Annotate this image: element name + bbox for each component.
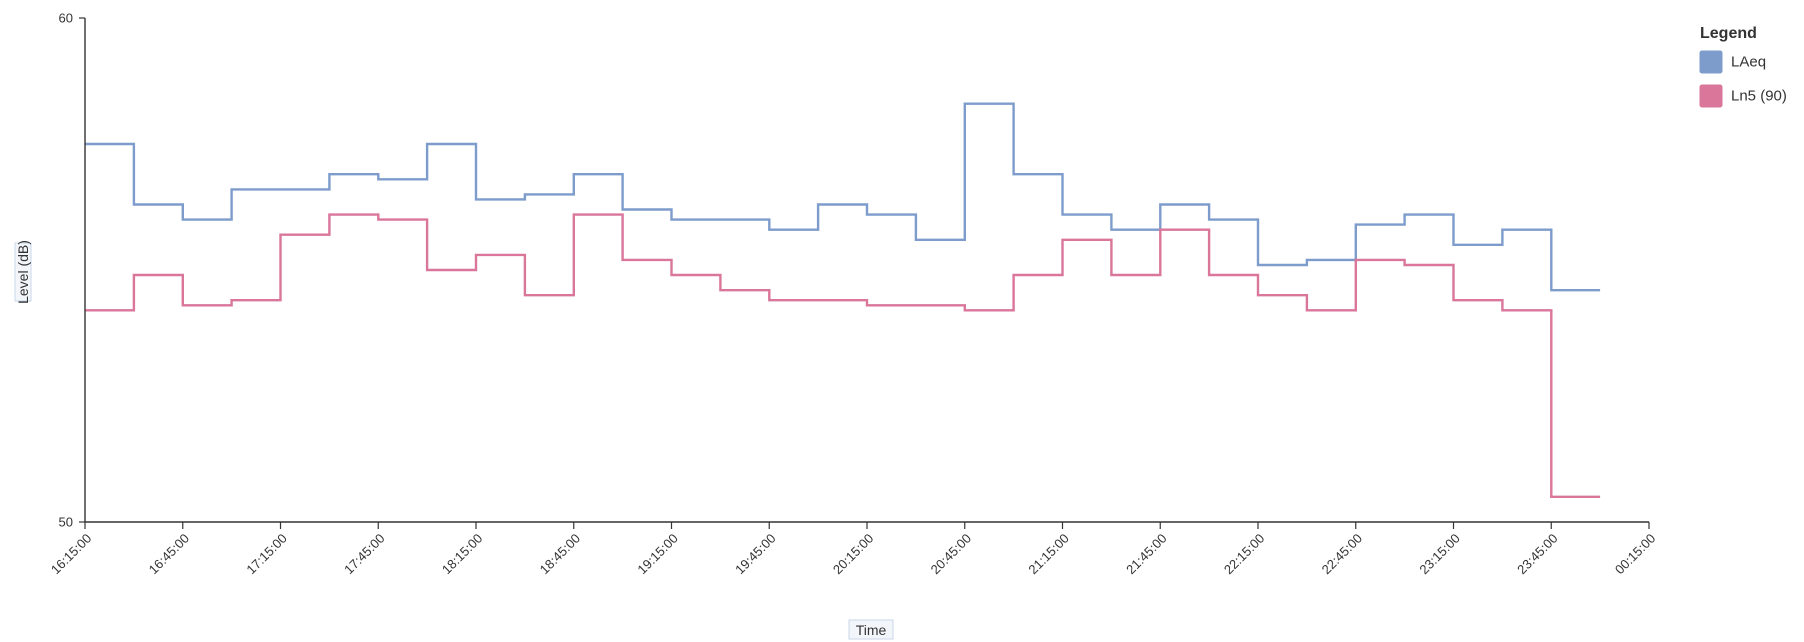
x-tick-label: 18:15:00 — [439, 531, 485, 577]
legend-item: Ln5 (90) — [1699, 84, 1787, 108]
y-axis-title: Level (dB) — [14, 240, 32, 304]
axes — [84, 18, 1649, 523]
x-tick-label: 21:45:00 — [1123, 531, 1169, 577]
y-tick-label: 60 — [59, 11, 73, 26]
series-line-ln5-90 — [85, 213, 1601, 498]
x-tick-label: 23:45:00 — [1514, 531, 1560, 577]
x-tick-label: 17:15:00 — [243, 531, 289, 577]
plot-lines — [85, 102, 1601, 498]
x-tick-label: 19:15:00 — [634, 531, 680, 577]
y-tick-label: 50 — [59, 515, 73, 530]
x-axis-title: Time — [848, 619, 894, 640]
x-tick-label: 17:45:00 — [341, 531, 387, 577]
x-axis-title-text: Time — [856, 622, 887, 638]
x-axis-ticks: 16:15:00 16:45:00 17:15:00 17:45:00 18:15:00… — [48, 522, 1658, 577]
x-tick-label: 19:45:00 — [732, 531, 778, 577]
x-tick-label: 22:45:00 — [1319, 531, 1365, 577]
legend-title: Legend — [1700, 25, 1757, 42]
legend-item: LAeq — [1699, 50, 1766, 74]
x-tick-label: 00:15:00 — [1612, 531, 1658, 577]
x-tick-label: 18:45:00 — [537, 531, 583, 577]
x-tick-label: 22:15:00 — [1221, 531, 1267, 577]
y-axis-title-text: Level (dB) — [15, 240, 31, 304]
x-tick-label: 16:45:00 — [146, 531, 192, 577]
x-tick-label: 23:15:00 — [1416, 531, 1462, 577]
legend-label: LAeq — [1731, 54, 1766, 71]
x-tick-label: 20:45:00 — [928, 531, 974, 577]
x-tick-label: 16:15:00 — [48, 531, 94, 577]
y-axis-ticks: 50 60 — [59, 11, 85, 530]
series-line-laeq — [85, 102, 1601, 292]
legend-label: Ln5 (90) — [1731, 88, 1787, 105]
legend: Legend LAeq Ln5 (90) — [1699, 25, 1787, 108]
legend-swatch — [1699, 50, 1723, 74]
legend-swatch — [1699, 84, 1723, 108]
x-tick-label: 20:15:00 — [830, 531, 876, 577]
x-tick-label: 21:15:00 — [1025, 531, 1071, 577]
